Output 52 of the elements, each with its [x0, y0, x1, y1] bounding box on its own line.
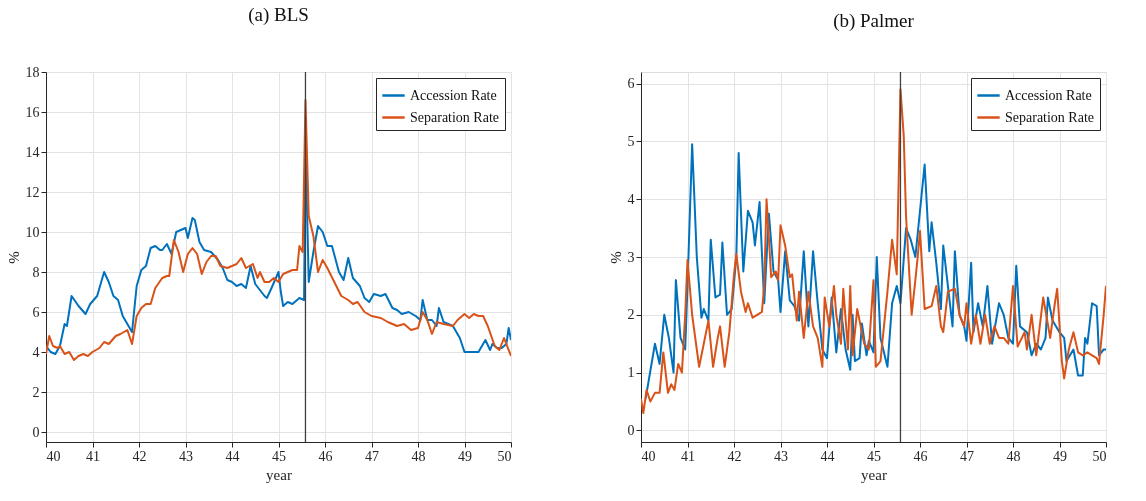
x-tick-label: 45 — [272, 448, 286, 464]
x-tick-label: 44 — [225, 448, 240, 464]
x-tick-label: 48 — [411, 448, 426, 464]
y-tick-label: 14 — [25, 144, 40, 160]
y-tick-label: 1 — [627, 365, 635, 381]
y-tick-label: 6 — [32, 304, 40, 320]
x-tick-label: 40 — [641, 448, 656, 464]
y-tick-label: 2 — [627, 307, 635, 323]
line-series — [641, 88, 1106, 415]
x-tick-label: 40 — [46, 448, 61, 464]
x-tick-label: 43 — [179, 448, 193, 464]
x-axis-title: year — [266, 466, 292, 483]
x-tick-label: 46 — [318, 448, 333, 464]
y-tick-label: 2 — [32, 384, 40, 400]
x-tick-label: 47 — [960, 448, 974, 464]
legend-label: Separation Rate — [410, 109, 500, 125]
x-tick-label: 41 — [681, 448, 695, 464]
line-series — [644, 143, 1106, 400]
x-axis-title: year — [861, 466, 887, 483]
y-axis-title: % — [607, 251, 624, 264]
y-tick-label: 10 — [25, 224, 40, 240]
y-tick-label: 0 — [627, 422, 635, 438]
y-tick-label: 6 — [627, 76, 635, 92]
x-tick-label: 50 — [497, 448, 512, 464]
chart-title: (b) Palmer — [833, 10, 915, 33]
y-tick-label: 4 — [627, 191, 635, 207]
x-tick-label: 45 — [867, 448, 881, 464]
x-tick-label: 50 — [1092, 448, 1107, 464]
y-tick-label: 16 — [25, 104, 40, 120]
y-tick-label: 8 — [32, 264, 40, 280]
x-tick-label: 49 — [458, 448, 472, 464]
x-tick-label: 43 — [774, 448, 788, 464]
x-tick-label: 48 — [1006, 448, 1021, 464]
y-tick-label: 18 — [25, 64, 40, 80]
x-tick-label: 44 — [820, 448, 835, 464]
y-tick-label: 5 — [627, 133, 635, 149]
chart-title: (a) BLS — [248, 4, 309, 26]
x-tick-label: 41 — [86, 448, 100, 464]
y-tick-label: 4 — [32, 344, 40, 360]
y-tick-label: 3 — [627, 249, 635, 265]
x-tick-label: 46 — [913, 448, 928, 464]
y-tick-label: 12 — [25, 184, 40, 200]
x-tick-label: 42 — [132, 448, 147, 464]
y-tick-label: 0 — [32, 424, 40, 440]
x-tick-label: 49 — [1053, 448, 1067, 464]
line-series — [46, 99, 511, 361]
legend-label: Accession Rate — [410, 87, 497, 103]
y-axis-title: % — [5, 251, 22, 264]
legend-label: Accession Rate — [1005, 87, 1092, 103]
x-tick-label: 42 — [727, 448, 742, 464]
legend-label: Separation Rate — [1005, 109, 1095, 125]
x-tick-label: 47 — [365, 448, 379, 464]
